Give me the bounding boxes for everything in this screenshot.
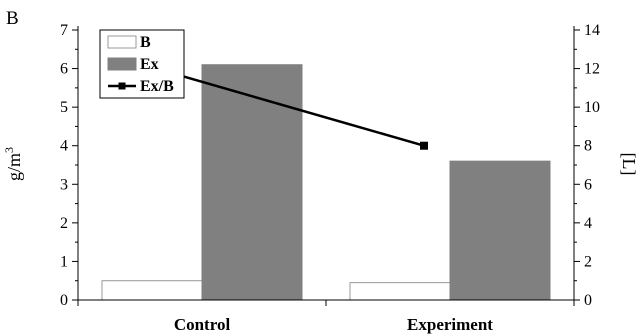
legend-swatch-b: [107, 35, 137, 49]
y2-tick-label-7: 14: [584, 22, 600, 39]
panel-label: B: [6, 8, 19, 29]
y-tick-label-4: 4: [60, 138, 68, 155]
y2-tick-label-6: 12: [584, 61, 600, 78]
bar-ex-experiment: [449, 160, 551, 301]
legend-swatch-exb-marker: [118, 82, 126, 90]
y2-axis-title: [L]: [619, 153, 639, 176]
y-tick-label-3: 3: [60, 176, 68, 193]
y-axis-title-superscript: 3: [2, 147, 16, 153]
y-tick-label-7: 7: [60, 22, 68, 39]
x-tick-label-control: Control: [174, 315, 231, 334]
y2-tick-label-1: 2: [584, 253, 592, 270]
bar-b-experiment: [349, 282, 451, 301]
y-tick-label-6: 6: [60, 61, 68, 78]
legend-swatch-ex: [107, 57, 137, 71]
bar-ex-control: [201, 64, 303, 301]
legend-label-ex: Ex: [140, 56, 159, 73]
legend: B Ex Ex/B: [99, 29, 185, 99]
y-axis-title-text: g/m: [4, 153, 24, 181]
y2-tick-label-0: 0: [584, 292, 592, 309]
y-tick-label-5: 5: [60, 99, 68, 116]
x-tick-label-experiment: Experiment: [407, 315, 493, 334]
bar-b-control: [101, 280, 203, 301]
y-tick-label-1: 1: [60, 253, 68, 270]
y-axis-title: g/m3: [2, 147, 24, 181]
y2-tick-label-2: 4: [584, 215, 592, 232]
bars-group: [101, 64, 551, 301]
y-tick-label-2: 2: [60, 215, 68, 232]
legend-label-b: B: [140, 34, 151, 51]
y2-tick-label-4: 8: [584, 138, 592, 155]
y2-tick-label-5: 10: [584, 99, 600, 116]
y2-tick-label-3: 6: [584, 176, 592, 193]
point-ex-b-experiment: [420, 141, 428, 150]
line-ex-b: [175, 73, 425, 147]
legend-label-exb: Ex/B: [140, 78, 174, 95]
y-tick-label-0: 0: [60, 292, 68, 309]
